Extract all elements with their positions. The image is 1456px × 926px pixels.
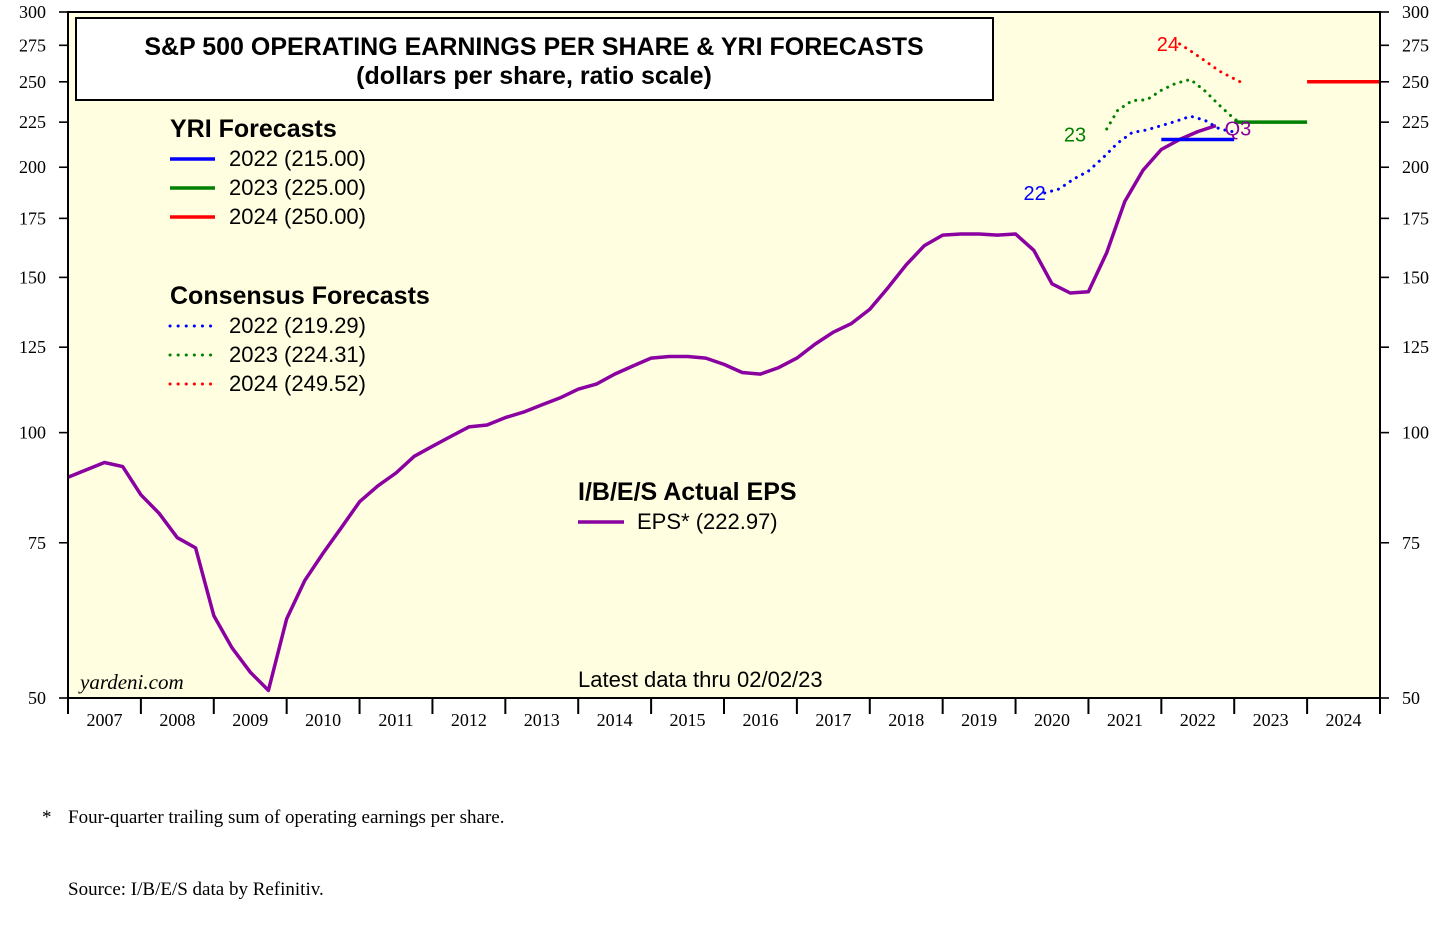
x-tick-label: 2010 [305, 710, 341, 730]
annotation-q3: Q3 [1225, 119, 1252, 141]
x-tick-label: 2021 [1107, 710, 1143, 730]
y-tick-label-right: 50 [1402, 688, 1420, 708]
watermark: yardeni.com [78, 670, 184, 694]
y-tick-label-left: 275 [19, 35, 46, 55]
chart-subtitle: (dollars per share, ratio scale) [356, 62, 712, 90]
y-tick-label-right: 150 [1402, 267, 1429, 287]
actual-legend-label: EPS* (222.97) [637, 509, 778, 534]
actual-legend-heading: I/B/E/S Actual EPS [578, 478, 797, 506]
latest-data-note: Latest data thru 02/02/23 [578, 667, 823, 692]
consensus-legend-label: 2022 (219.29) [229, 313, 366, 338]
x-tick-label: 2022 [1180, 710, 1216, 730]
title-box [75, 17, 994, 101]
footnote-star: * [42, 807, 52, 828]
yri-legend-label: 2023 (225.00) [229, 175, 366, 200]
y-tick-label-left: 75 [28, 533, 46, 553]
y-tick-label-left: 125 [19, 337, 46, 357]
consensus-legend-label: 2024 (249.52) [229, 371, 366, 396]
eps-chart: 50 50 75 75 100 100 125 125 150 150 175 175 200 200 22… [19, 2, 1429, 730]
x-tick-label: 2016 [742, 710, 778, 730]
series-consensus-2023-line [1105, 78, 1243, 131]
y-tick-label-left: 175 [19, 208, 46, 228]
x-tick-label: 2023 [1253, 710, 1289, 730]
footnote-source: Source: I/B/E/S data by Refinitiv. [68, 879, 324, 900]
footnote: * Four-quarter trailing sum of operating … [42, 758, 504, 926]
y-tick-label-left: 100 [19, 423, 46, 443]
y-tick-label-left: 150 [19, 267, 46, 287]
yri-legend-heading: YRI Forecasts [170, 115, 337, 143]
x-tick-label: 2024 [1326, 710, 1362, 730]
y-tick-label-right: 250 [1402, 72, 1429, 92]
y-tick-label-left: 300 [19, 2, 46, 22]
y-tick-label-right: 75 [1402, 533, 1420, 553]
series-eps-line [67, 123, 1217, 693]
y-tick-label-left: 200 [19, 157, 46, 177]
x-tick-label: 2012 [451, 710, 487, 730]
x-tick-label: 2019 [961, 710, 997, 730]
series-consensus-2022-line [1043, 114, 1236, 195]
consensus-legend-heading: Consensus Forecasts [170, 282, 430, 310]
consensus-legend-label: 2023 (224.31) [229, 342, 366, 367]
y-tick-label-left: 250 [19, 72, 46, 92]
annotation-23: 23 [1064, 124, 1086, 146]
footnote-definition: Four-quarter trailing sum of operating e… [68, 807, 505, 828]
x-tick-label: 2020 [1034, 710, 1070, 730]
plot-frame [67, 11, 1381, 699]
yri-legend-label: 2022 (215.00) [229, 146, 366, 171]
annotation-24: 24 [1157, 34, 1179, 56]
y-tick-label-left: 225 [19, 112, 46, 132]
annotation-22: 22 [1024, 183, 1046, 205]
yri-legend-label: 2024 (250.00) [229, 204, 366, 229]
x-tick-label: 2018 [888, 710, 924, 730]
x-tick-label: 2017 [815, 710, 851, 730]
x-tick-label: 2015 [670, 710, 706, 730]
y-tick-label-right: 225 [1402, 112, 1429, 132]
plot-area [68, 12, 1380, 698]
x-tick-label: 2007 [86, 710, 122, 730]
y-tick-label-right: 100 [1402, 423, 1429, 443]
x-tick-label: 2008 [159, 710, 195, 730]
x-tick-label: 2014 [597, 710, 633, 730]
y-tick-label-left: 50 [28, 688, 46, 708]
x-tick-label: 2009 [232, 710, 268, 730]
y-tick-label-right: 300 [1402, 2, 1429, 22]
y-tick-label-right: 200 [1402, 157, 1429, 177]
y-tick-label-right: 125 [1402, 337, 1429, 357]
x-tick-label: 2013 [524, 710, 560, 730]
chart-title: S&P 500 OPERATING EARNINGS PER SHARE & Y… [144, 33, 923, 61]
x-tick-label: 2011 [378, 710, 413, 730]
y-tick-label-right: 175 [1402, 208, 1429, 228]
y-tick-label-right: 275 [1402, 35, 1429, 55]
